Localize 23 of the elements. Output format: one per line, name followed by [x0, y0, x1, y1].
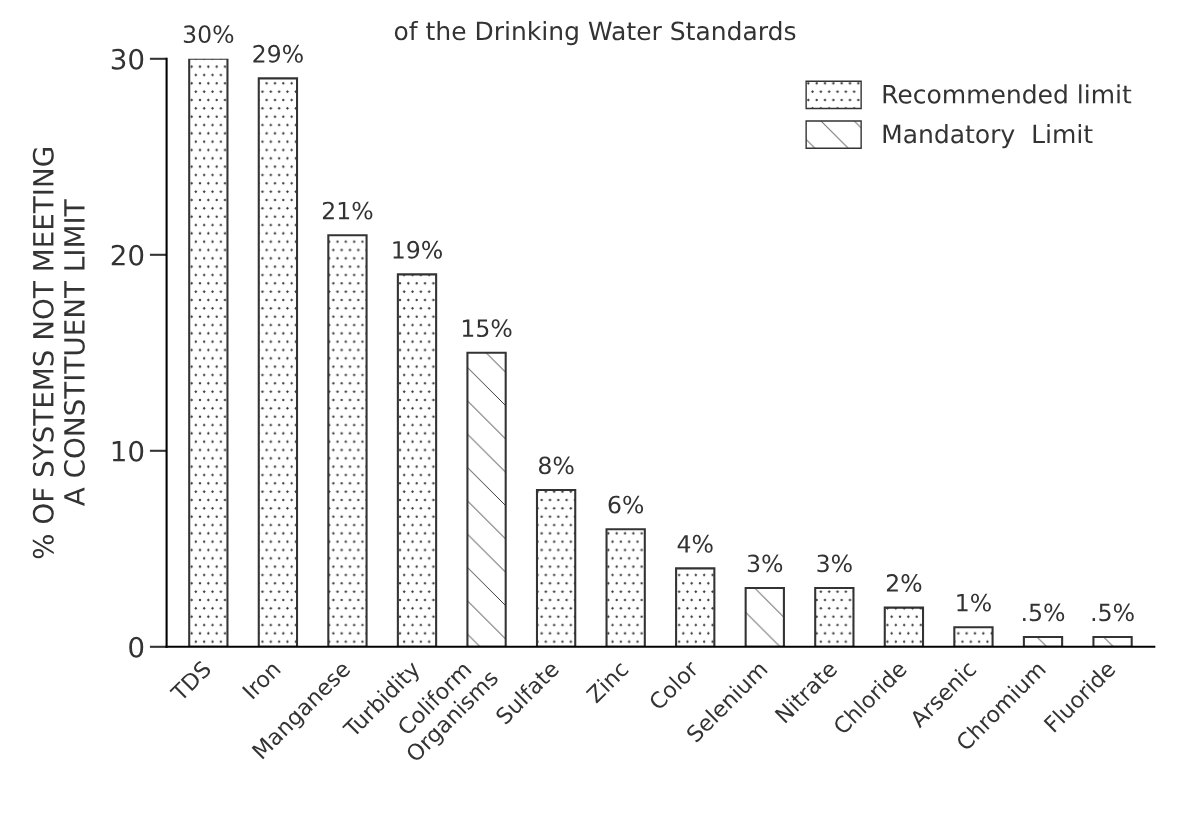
y-tick-label: 20 [111, 244, 144, 266]
data-label: 21% [322, 201, 373, 220]
data-label: 3% [747, 554, 783, 573]
data-label: 6% [608, 495, 644, 514]
x-tick-label: TDS [169, 659, 213, 703]
data-label: 2% [886, 574, 922, 592]
data-label: 8% [538, 456, 574, 475]
data-label: 29% [253, 44, 303, 63]
data-label: .5% [1092, 603, 1134, 622]
data-label: 15% [462, 319, 512, 338]
legend-label: Recommended limit [883, 84, 1132, 104]
y-tick-label: 30 [111, 48, 144, 70]
data-label: .5% [1023, 603, 1065, 622]
y-axis-title: % OF SYSTEMS NOT MEETING A CONSTITUENT LIMIT [32, 148, 85, 559]
data-label: 3% [817, 554, 852, 573]
chart-title: of the Drinking Water Standards [394, 21, 796, 46]
data-label: 30% [183, 25, 234, 44]
y-tick-label: 0 [129, 636, 144, 658]
legend-label: Mandatory Limit [883, 124, 1093, 149]
y-tick-label: 10 [112, 440, 144, 462]
data-label: 19% [393, 240, 442, 259]
data-label: 4% [677, 534, 713, 553]
data-label: 1% [957, 593, 991, 612]
